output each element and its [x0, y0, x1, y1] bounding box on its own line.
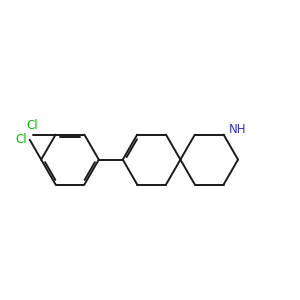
Text: Cl: Cl	[16, 133, 27, 146]
Text: Cl: Cl	[27, 119, 38, 132]
Text: NH: NH	[229, 123, 247, 136]
